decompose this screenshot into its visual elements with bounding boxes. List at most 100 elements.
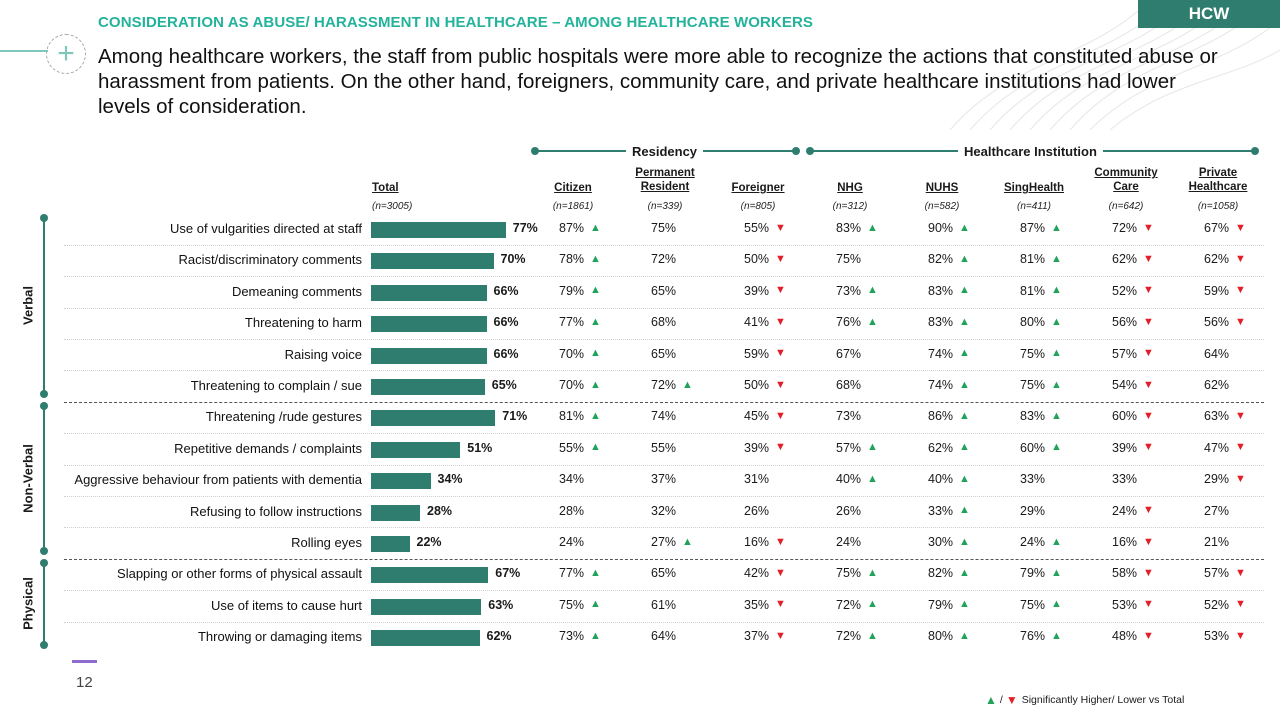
- data-cell: 72% ▼: [1112, 221, 1154, 235]
- column-header-line: Care: [1113, 181, 1139, 193]
- cell-value: 76%: [1020, 629, 1046, 644]
- data-cell: 29% ▼: [1204, 472, 1246, 486]
- row-label: Threatening /rude gestures: [205, 409, 362, 425]
- column-n: (n=339): [647, 201, 683, 212]
- slide-kicker: CONSIDERATION AS ABUSE/ HARASSMENT IN HE…: [98, 14, 814, 31]
- total-bar: [371, 473, 431, 490]
- column-header: NUHS: [892, 181, 992, 195]
- cell-value: 53%: [1112, 597, 1138, 612]
- data-cell: 74% ▲: [928, 347, 970, 361]
- data-cell: 87% ▲: [1020, 221, 1062, 235]
- cell-value: 72%: [651, 252, 677, 267]
- group-dot: [40, 559, 48, 568]
- column-header-line: Community: [1094, 167, 1158, 179]
- data-cell: 57% ▼: [1204, 566, 1246, 580]
- cell-value: 40%: [836, 472, 862, 487]
- data-cell: 32%: [651, 504, 676, 518]
- cell-value: 31%: [744, 472, 770, 487]
- triangle-up-icon: ▲: [1051, 598, 1062, 611]
- triangle-down-icon: ▼: [775, 315, 786, 328]
- data-cell: 58% ▼: [1112, 566, 1154, 580]
- data-cell: 21%: [1204, 535, 1229, 549]
- column-header: Citizen: [523, 181, 623, 195]
- column-n: (n=1058): [1197, 201, 1239, 212]
- data-cell: 77% ▲: [559, 315, 601, 329]
- cell-value: 45%: [744, 409, 770, 424]
- data-cell: 45% ▼: [744, 409, 786, 423]
- total-bar-label: 28%: [427, 503, 453, 518]
- cell-value: 74%: [928, 378, 954, 392]
- data-cell: 78% ▲: [559, 252, 601, 266]
- cell-value: 68%: [651, 315, 677, 330]
- total-bar: [371, 630, 480, 647]
- triangle-down-icon: ▼: [775, 535, 786, 548]
- total-bar-label: 62%: [486, 629, 512, 644]
- data-cell: 74% ▲: [928, 378, 970, 392]
- side-group-label: Physical: [20, 577, 36, 631]
- cell-value: 87%: [1020, 221, 1046, 235]
- triangle-down-icon: ▼: [1143, 598, 1154, 611]
- cell-value: 72%: [836, 629, 862, 644]
- cell-value: 72%: [836, 597, 862, 612]
- cell-value: 34%: [559, 472, 585, 487]
- triangle-down-icon: ▼: [775, 378, 786, 391]
- row-separator: [64, 276, 1264, 278]
- row-separator: [64, 370, 1264, 372]
- data-cell: 90% ▲: [928, 221, 970, 235]
- row-separator: [64, 307, 1264, 309]
- group-dot: [40, 402, 48, 411]
- cell-value: 70%: [559, 378, 585, 392]
- triangle-down-icon: ▼: [1235, 284, 1246, 297]
- cell-value: 73%: [836, 283, 862, 298]
- row-label: Slapping or other forms of physical assa…: [117, 566, 362, 582]
- cell-value: 28%: [559, 503, 585, 518]
- triangle-up-icon: ▲: [1051, 378, 1062, 391]
- data-cell: 81% ▲: [1020, 284, 1062, 298]
- triangle-down-icon: ▼: [1143, 441, 1154, 454]
- cell-value: 48%: [1112, 629, 1138, 644]
- page-number: 12: [76, 674, 93, 691]
- row-label: Rolling eyes: [291, 535, 362, 550]
- total-bar: [371, 504, 420, 521]
- cell-value: 35%: [744, 597, 770, 612]
- data-cell: 59% ▼: [744, 347, 786, 361]
- cell-value: 83%: [1020, 409, 1046, 424]
- data-cell: 26%: [836, 504, 861, 518]
- cell-value: 24%: [1020, 535, 1046, 549]
- data-cell: 67%: [836, 347, 861, 361]
- group-separator: [64, 558, 1264, 560]
- cell-value: 75%: [559, 597, 585, 612]
- cell-value: 39%: [1112, 440, 1138, 455]
- cell-value: 58%: [1112, 566, 1138, 581]
- cell-value: 39%: [744, 440, 770, 455]
- cell-value: 61%: [651, 597, 677, 612]
- cell-value: 29%: [1020, 503, 1046, 518]
- column-n: (n=582): [924, 201, 960, 212]
- cell-value: 67%: [1204, 221, 1230, 235]
- group-bracket-line: [43, 563, 45, 646]
- triangle-up-icon: ▲: [959, 252, 970, 265]
- data-cell: 87% ▲: [559, 221, 601, 235]
- data-cell: 33%: [1112, 472, 1137, 486]
- data-cell: 39% ▼: [1112, 441, 1154, 455]
- total-bar: [371, 598, 482, 615]
- cell-value: 33%: [928, 503, 954, 518]
- cell-value: 59%: [1204, 283, 1230, 298]
- column-header: Private Healthcare: [1168, 166, 1268, 194]
- data-cell: 27% ▲: [651, 535, 693, 549]
- column-header-line: NUHS: [925, 182, 959, 194]
- triangle-up-icon: ▲: [590, 598, 601, 611]
- group-dot: [806, 147, 814, 155]
- cell-value: 78%: [559, 252, 585, 267]
- cell-value: 64%: [651, 629, 677, 644]
- data-cell: 29%: [1020, 504, 1045, 518]
- header-accent-line: [0, 50, 48, 52]
- data-cell: 24% ▼: [1112, 504, 1154, 518]
- triangle-down-icon: ▼: [1235, 315, 1246, 328]
- cell-value: 72%: [651, 378, 677, 392]
- legend-slash: /: [999, 694, 1003, 706]
- cell-value: 67%: [836, 346, 862, 361]
- data-cell: 24% ▲: [1020, 535, 1062, 549]
- data-cell: 63% ▼: [1204, 409, 1246, 423]
- triangle-down-icon: ▼: [1235, 629, 1246, 642]
